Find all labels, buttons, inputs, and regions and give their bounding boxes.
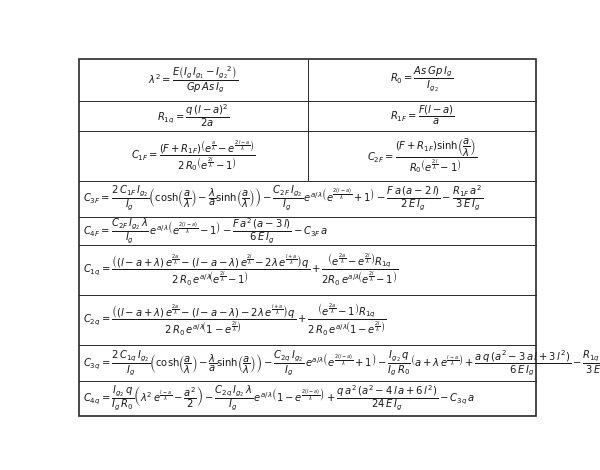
Text: $\lambda^2 = \dfrac{E\left(I_g\,I_{g_1} - I_{g_2}{}^{2}\right)}{Gp\,As\,I_g}$: $\lambda^2 = \dfrac{E\left(I_g\,I_{g_1} … [148, 64, 238, 95]
Text: $C_{4q} = \dfrac{I_{g_2}\,q}{I_g\,R_0}\left(\lambda^2\,e^{\frac{l-a}{\lambda}} -: $C_{4q} = \dfrac{I_{g_2}\,q}{I_g\,R_0}\l… [83, 384, 475, 413]
Text: $C_{3q} = \dfrac{2\,C_{1q}\,I_{g_2}}{I_g}\left(\cosh\!\left(\dfrac{a}{\lambda}\r: $C_{3q} = \dfrac{2\,C_{1q}\,I_{g_2}}{I_g… [83, 347, 600, 378]
Text: $C_{2F} = \dfrac{\left(F + R_{1F}\right)\sinh\!\left(\dfrac{a}{\lambda}\right)}{: $C_{2F} = \dfrac{\left(F + R_{1F}\right)… [367, 136, 477, 175]
Text: $R_{1q} = \dfrac{q\,(l-a)^2}{2a}$: $R_{1q} = \dfrac{q\,(l-a)^2}{2a}$ [157, 102, 229, 129]
Text: $R_{1F} = \dfrac{F(l-a)}{a}$: $R_{1F} = \dfrac{F(l-a)}{a}$ [389, 104, 454, 127]
Text: $C_{4F} = \dfrac{C_{2F}\,I_{g_2}\,\lambda}{I_g}\,e^{a/\lambda}\left(e^{\frac{2(l: $C_{4F} = \dfrac{C_{2F}\,I_{g_2}\,\lambd… [83, 216, 329, 246]
Text: $C_{2q} = \dfrac{\left((l-a+\lambda)\,e^{\frac{2a}{\lambda}} - (l-a-\lambda) - 2: $C_{2q} = \dfrac{\left((l-a+\lambda)\,e^… [83, 302, 386, 338]
Text: $C_{1F} = \dfrac{\left(F + R_{1F}\right)\left(e^{\frac{a}{\lambda}} - e^{\frac{2: $C_{1F} = \dfrac{\left(F + R_{1F}\right)… [131, 139, 256, 173]
Text: $C_{3F} = \dfrac{2\,C_{1F}\,I_{g_2}}{I_g}\left(\cosh\!\left(\dfrac{a}{\lambda}\r: $C_{3F} = \dfrac{2\,C_{1F}\,I_{g_2}}{I_g… [83, 184, 484, 213]
Text: $R_0 = \dfrac{As\,Gp\,I_g}{I_{g_2}}$: $R_0 = \dfrac{As\,Gp\,I_g}{I_{g_2}}$ [391, 65, 454, 94]
Text: $C_{1q} = \dfrac{\left((l-a+\lambda)\,e^{\frac{2a}{\lambda}} - (l-a-\lambda)\,e^: $C_{1q} = \dfrac{\left((l-a+\lambda)\,e^… [83, 252, 399, 288]
